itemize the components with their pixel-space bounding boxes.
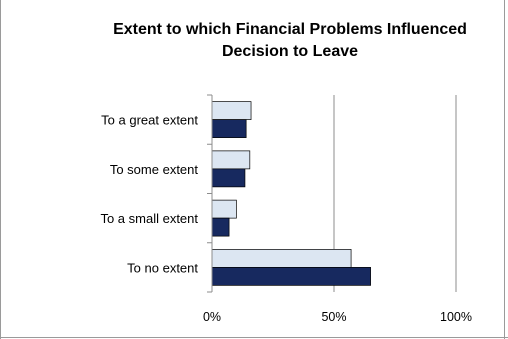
- x-tick-label-3: 100%: [440, 310, 472, 324]
- chart-border-right: [504, 0, 505, 339]
- category-label-3: To a small extent: [100, 211, 198, 226]
- bar-series1-1: [211, 101, 252, 120]
- bar-series2-4: [211, 267, 371, 286]
- x-tick-label-2: 50%: [321, 310, 346, 324]
- chart-border-left: [0, 0, 1, 339]
- chart-title: Extent to which Financial Problems Influ…: [113, 21, 467, 60]
- bar-series2-1: [211, 119, 247, 138]
- x-tick-label-1: 0%: [203, 310, 221, 324]
- bar-series1-2: [211, 150, 251, 170]
- category-label-1: To a great extent: [101, 113, 198, 128]
- category-label-2: To some extent: [110, 162, 199, 177]
- category-label-4: To no extent: [127, 260, 198, 275]
- bar-series1-3: [211, 199, 237, 219]
- chart-border-bottom: [0, 337, 508, 338]
- bar-series2-2: [211, 168, 246, 188]
- bar-series2-3: [211, 217, 230, 237]
- bar-series1-4: [211, 249, 352, 268]
